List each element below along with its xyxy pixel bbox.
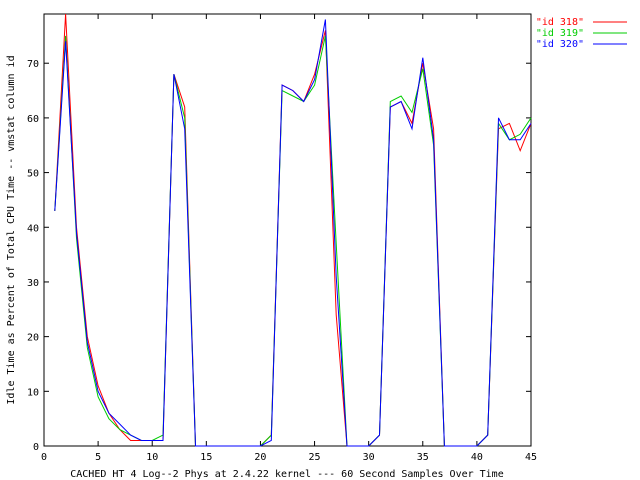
y-tick-label: 40 <box>27 223 39 234</box>
series-lines <box>54 13 532 447</box>
x-axis-label: CACHED HT 4 Log--2 Phys at 2.4.22 kernel… <box>70 469 503 480</box>
y-tick-label: 20 <box>27 333 39 344</box>
y-tick-label: 30 <box>27 278 39 289</box>
series-line-2 <box>54 35 532 447</box>
x-tick-label: 20 <box>254 452 266 463</box>
y-tick-label: 50 <box>27 169 39 180</box>
x-tick-label: 25 <box>309 452 321 463</box>
y-tick-label: 10 <box>27 387 39 398</box>
x-tick-label: 30 <box>363 452 375 463</box>
x-tick-label: 5 <box>95 452 101 463</box>
y-tick-label: 0 <box>33 442 39 453</box>
x-tick-label: 10 <box>146 452 158 463</box>
x-tick-label: 45 <box>525 452 537 463</box>
x-tick-label: 40 <box>471 452 483 463</box>
ticks: 0 5 10 15 20 25 30 35 40 45 0 10 20 30 40 50 60 70 <box>27 14 537 463</box>
y-tick-label: 70 <box>27 59 39 70</box>
series-line-1 <box>54 13 532 447</box>
legend-label-1: "id 318" <box>536 17 584 28</box>
x-tick-label: 35 <box>417 452 429 463</box>
plot-frame <box>43 13 532 447</box>
y-axis-label: Idle Time as Percent of Total CPU Time -… <box>6 55 17 404</box>
legend-label-3: "id 320" <box>536 39 584 50</box>
x-tick-label: 0 <box>41 452 47 463</box>
legend: "id 318""id 319""id 320" <box>536 17 627 50</box>
series-line-3 <box>54 19 532 447</box>
legend-label-2: "id 319" <box>536 28 584 39</box>
x-tick-label: 15 <box>200 452 212 463</box>
y-tick-label: 60 <box>27 114 39 125</box>
